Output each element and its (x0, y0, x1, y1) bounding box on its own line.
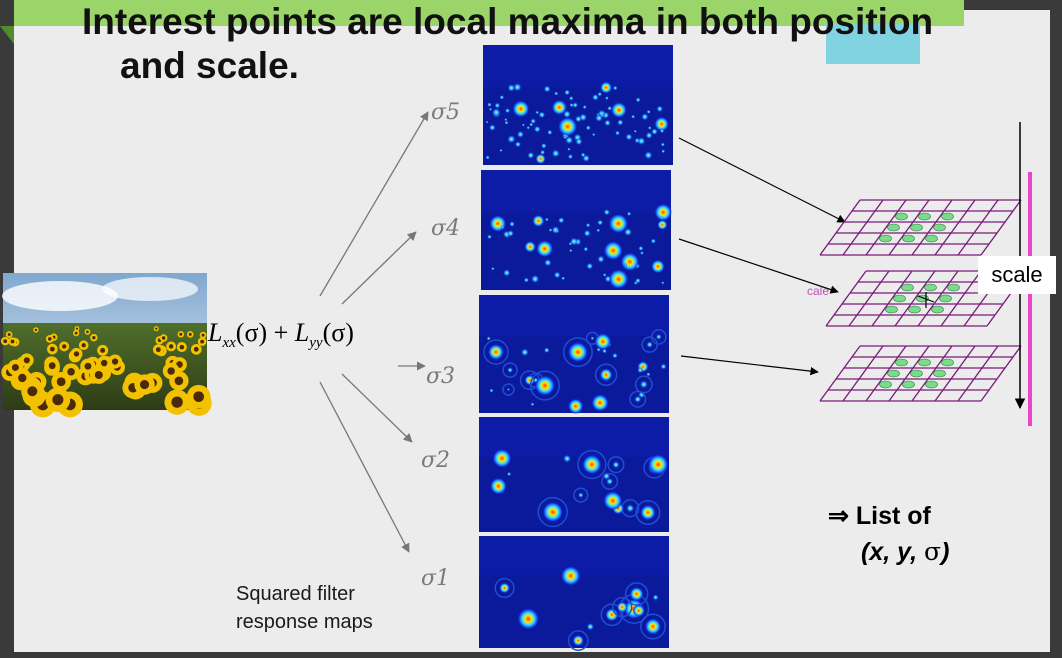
response-map-5 (483, 45, 673, 165)
arrow-map3-grid (680, 355, 819, 376)
output-list-text: ⇒ List of (x, y, σ) (828, 498, 949, 570)
caption-line1: Squared filter (236, 583, 355, 605)
arrow-sigma1 (319, 381, 410, 553)
sigma2-label: σ2 (421, 448, 451, 473)
scale-arrows (319, 111, 429, 553)
title-banner (14, 0, 964, 26)
list-line2: (x, y, σ) (861, 537, 950, 566)
arrow-map5-grid (678, 137, 846, 223)
response-map-2 (479, 417, 669, 532)
scale-label: scale (978, 256, 1056, 294)
arrow-map4-grid (678, 238, 839, 294)
title-line1: Interest points are local maxima in both… (82, 1, 934, 42)
response-map-1 (479, 536, 669, 651)
slide-title: Interest points are local maxima in both… (82, 0, 982, 88)
list-line1: ⇒ List of (828, 502, 931, 530)
sigma1-label: σ1 (421, 566, 451, 591)
response-maps-caption: Squared filter response maps (236, 580, 373, 636)
sigma5-label: σ5 (431, 100, 461, 125)
arrow-sigma4 (341, 231, 417, 305)
sigma4-label: σ4 (431, 216, 461, 241)
arrow-sigma2 (341, 373, 413, 443)
response-map-3 (479, 295, 669, 415)
response-maps (479, 45, 673, 651)
sigma3-label: σ3 (426, 364, 456, 389)
grid-layer-3 (819, 199, 1022, 256)
response-map-4 (481, 170, 673, 290)
arrow-sigma5 (319, 111, 429, 297)
title-line2: and scale. (120, 45, 299, 86)
scale-space-grids (819, 199, 1028, 402)
laplacian-formula: Lxx(σ) + Lyy(σ) (208, 318, 354, 352)
faded-scale-label: cale (807, 284, 830, 298)
scale-bar (1028, 172, 1032, 426)
grid-layer-1 (819, 345, 1022, 402)
grid-layer-2 (825, 270, 1028, 327)
map-to-grid-arrows (678, 137, 846, 376)
sunflower-image (0, 273, 212, 418)
accent-box (826, 24, 920, 64)
caption-line2: response maps (236, 611, 373, 633)
